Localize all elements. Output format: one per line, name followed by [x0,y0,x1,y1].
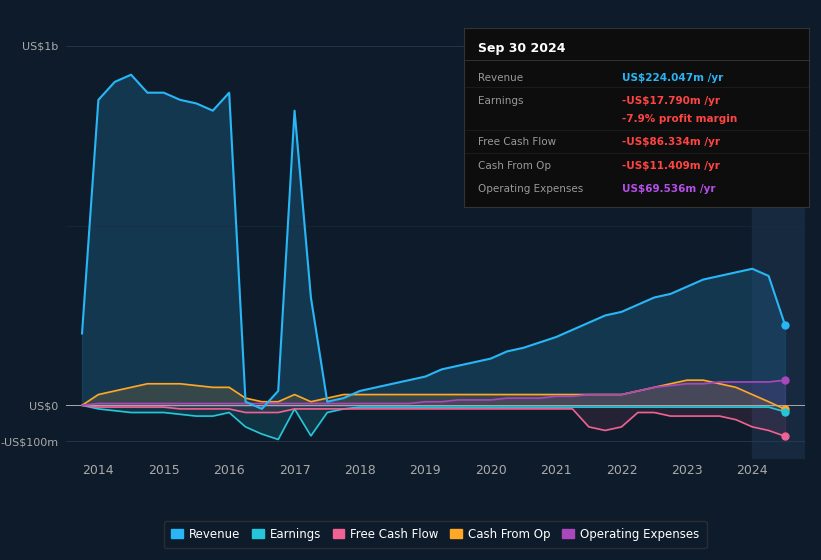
Text: US$224.047m /yr: US$224.047m /yr [622,73,724,83]
Text: Revenue: Revenue [478,73,523,83]
Text: Earnings: Earnings [478,96,523,106]
Bar [752,28,805,459]
Text: Sep 30 2024: Sep 30 2024 [478,43,565,55]
Text: Cash From Op: Cash From Op [478,161,551,171]
Text: -7.9% profit margin: -7.9% profit margin [622,114,738,124]
Text: Operating Expenses: Operating Expenses [478,184,583,194]
Text: -US$11.409m /yr: -US$11.409m /yr [622,161,720,171]
Text: US$69.536m /yr: US$69.536m /yr [622,184,716,194]
Text: -US$86.334m /yr: -US$86.334m /yr [622,137,721,147]
Legend: Revenue, Earnings, Free Cash Flow, Cash From Op, Operating Expenses: Revenue, Earnings, Free Cash Flow, Cash … [163,521,707,548]
Text: Free Cash Flow: Free Cash Flow [478,137,556,147]
Text: -US$17.790m /yr: -US$17.790m /yr [622,96,721,106]
